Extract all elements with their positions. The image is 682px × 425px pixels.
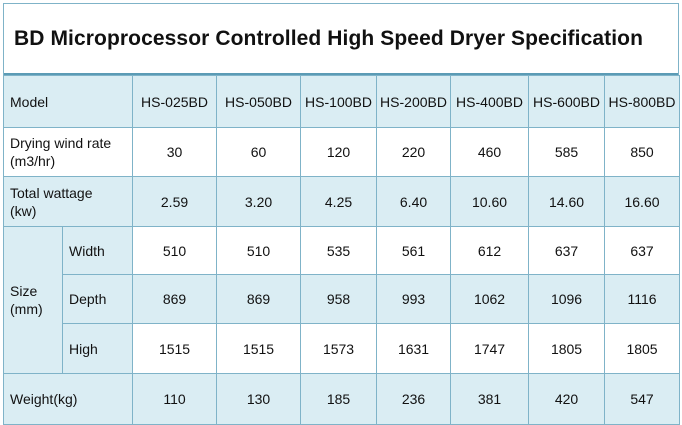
depth-label: Depth — [61, 274, 134, 324]
table-cell: 547 — [604, 373, 681, 425]
model-header-cell: HS-800BD — [604, 75, 681, 128]
wattage-row: Total wattage (kw) 2.59 3.20 4.25 6.40 1… — [2, 176, 681, 227]
table-cell: 236 — [376, 373, 452, 425]
table-cell: 1096 — [528, 274, 606, 324]
table-cell: 510 — [132, 226, 218, 275]
weight-row: Weight(kg) 110 130 185 236 381 420 547 — [2, 373, 681, 425]
table-cell: 850 — [604, 127, 681, 177]
model-header-cell: HS-200BD — [376, 75, 452, 128]
table-cell: 637 — [604, 226, 681, 275]
model-header-cell: HS-400BD — [450, 75, 530, 128]
table-cell: 220 — [376, 127, 452, 177]
table-cell: 14.60 — [528, 176, 606, 227]
wattage-label-line2: (kw) — [10, 202, 37, 219]
table-cell: 6.40 — [376, 176, 452, 227]
table-cell: 1116 — [604, 274, 681, 324]
table-cell: 585 — [528, 127, 606, 177]
table-cell: 130 — [216, 373, 302, 425]
depth-row: Depth 869 869 958 993 1062 1096 1116 — [4, 274, 681, 324]
model-header-cell: HS-025BD — [132, 75, 218, 128]
wind-rate-label-line1: Drying wind rate — [10, 135, 112, 151]
weight-label: Weight(kg) — [2, 373, 134, 425]
table-cell: 612 — [450, 226, 530, 275]
table-cell: 535 — [300, 226, 378, 275]
spec-sheet: BD Microprocessor Controlled High Speed … — [2, 3, 681, 425]
size-label-line1: Size — [10, 283, 38, 299]
width-label: Width — [61, 226, 134, 275]
table-cell: 561 — [376, 226, 452, 275]
model-header-cell: HS-100BD — [300, 75, 378, 128]
table-cell: 1747 — [450, 323, 530, 374]
header-row: Model HS-025BD HS-050BD HS-100BD HS-200B… — [2, 75, 681, 128]
wind-rate-label-line2: (m3/hr) — [10, 153, 56, 169]
size-label: Size (mm) — [3, 226, 63, 374]
table-cell: 1805 — [528, 323, 606, 374]
table-cell: 420 — [528, 373, 606, 425]
table-cell: 869 — [216, 274, 302, 324]
table-cell: 510 — [216, 226, 302, 275]
table-cell: 185 — [300, 373, 378, 425]
wattage-label: Total wattage (kw) — [2, 176, 134, 227]
wattage-label-line1: Total wattage — [10, 184, 93, 201]
table-cell: 958 — [300, 274, 378, 324]
table-cell: 1631 — [376, 323, 452, 374]
high-row: High 1515 1515 1573 1631 1747 1805 1805 — [4, 323, 681, 374]
wind-rate-row: Drying wind rate (m3/hr) 30 60 120 220 4… — [2, 127, 681, 177]
table-cell: 1515 — [216, 323, 302, 374]
table-cell: 381 — [450, 373, 530, 425]
table-cell: 993 — [376, 274, 452, 324]
wind-rate-label: Drying wind rate (m3/hr) — [2, 127, 134, 177]
table-cell: 637 — [528, 226, 606, 275]
table-cell: 10.60 — [450, 176, 530, 227]
table-cell: 1515 — [132, 323, 218, 374]
table-cell: 16.60 — [604, 176, 681, 227]
table-cell: 1805 — [604, 323, 681, 374]
table-cell: 30 — [132, 127, 218, 177]
table-cell: 869 — [132, 274, 218, 324]
table-cell: 3.20 — [216, 176, 302, 227]
model-header-cell: HS-600BD — [528, 75, 606, 128]
table-cell: 1573 — [300, 323, 378, 374]
table-cell: 120 — [300, 127, 378, 177]
table-cell: 60 — [216, 127, 302, 177]
table-cell: 1062 — [450, 274, 530, 324]
model-header: Model — [2, 75, 134, 128]
width-row: Size (mm) Width 510 510 535 561 612 637 … — [3, 226, 681, 374]
table-cell: 4.25 — [300, 176, 378, 227]
table-cell: 460 — [450, 127, 530, 177]
table-cell: 110 — [132, 373, 218, 425]
model-header-cell: HS-050BD — [216, 75, 302, 128]
size-label-line2: (mm) — [10, 301, 43, 317]
table-cell: 2.59 — [132, 176, 218, 227]
title-bar: BD Microprocessor Controlled High Speed … — [4, 4, 678, 75]
page-title: BD Microprocessor Controlled High Speed … — [14, 26, 644, 50]
spec-table: Model HS-025BD HS-050BD HS-100BD HS-200B… — [2, 75, 681, 425]
high-label: High — [61, 323, 134, 374]
